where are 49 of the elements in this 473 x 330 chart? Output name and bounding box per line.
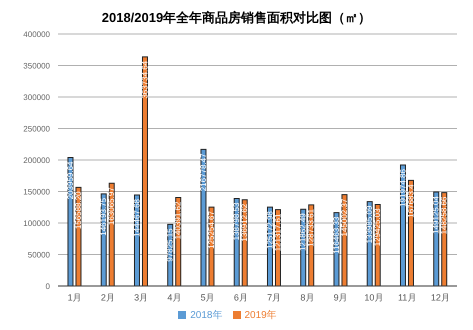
- legend-label: 2018年: [190, 310, 222, 321]
- data-label: 128733.61: [306, 208, 316, 247]
- x-tick-label: 9月: [334, 292, 348, 302]
- bar: [142, 56, 148, 286]
- data-label: 203959.64: [66, 160, 75, 200]
- y-tick-label: 0: [46, 282, 51, 291]
- y-tick-label: 200000: [23, 156, 51, 165]
- data-label: 116463.33: [332, 216, 341, 254]
- data-label: 140391.62: [174, 201, 183, 240]
- x-tick-label: 7月: [267, 292, 282, 302]
- x-tick-label: 10月: [364, 292, 384, 302]
- data-label: 136912.62: [240, 203, 250, 242]
- x-tick-label: 11月: [398, 292, 416, 302]
- data-label: 121862.49: [298, 212, 308, 252]
- data-label: 167683.4: [406, 184, 416, 218]
- x-tick-label: 12月: [430, 292, 450, 302]
- y-tick-label: 150000: [23, 187, 51, 196]
- data-label: 144467.68: [132, 198, 142, 237]
- x-tick-label: 4月: [167, 292, 182, 302]
- data-label: 125254.67: [206, 210, 216, 249]
- data-label: 129425.03: [373, 208, 382, 246]
- chart-title: 2018/2019年全年商品房销售面积对比图（㎡）: [100, 9, 372, 27]
- y-tick-label: 350000: [23, 61, 51, 70]
- y-tick-label: 400000: [23, 30, 51, 39]
- data-label: 146193.75: [99, 197, 108, 236]
- y-tick-label: 100000: [23, 218, 51, 228]
- data-label: 149125.04: [432, 196, 441, 234]
- x-tick-label: 3月: [134, 292, 148, 302]
- y-tick-label: 50000: [28, 250, 51, 260]
- x-tick-label: 1月: [68, 292, 82, 302]
- y-tick-label: 250000: [23, 124, 51, 134]
- y-tick-label: 300000: [23, 92, 51, 102]
- data-label: 156588.20: [74, 190, 83, 230]
- data-label: 145002.37: [340, 198, 349, 236]
- data-label: 216778.47: [198, 152, 208, 192]
- data-label: 163065.97: [107, 186, 116, 226]
- data-label: 97825.15: [166, 228, 175, 262]
- legend-label: 2019年: [244, 310, 277, 321]
- data-label: 138798.53: [232, 202, 242, 240]
- x-tick-label: 6月: [234, 292, 248, 302]
- data-label: 148258.66: [440, 196, 449, 234]
- data-label: 133985.09: [365, 205, 374, 244]
- data-label: 191974.86: [398, 168, 408, 207]
- data-label: 121317.61: [273, 213, 282, 252]
- x-tick-label: 2月: [100, 292, 115, 302]
- data-label: 125172.98: [265, 210, 274, 249]
- x-tick-label: 8月: [300, 292, 314, 302]
- data-label: 363734.64: [140, 60, 150, 99]
- x-tick-label: 5月: [200, 292, 215, 302]
